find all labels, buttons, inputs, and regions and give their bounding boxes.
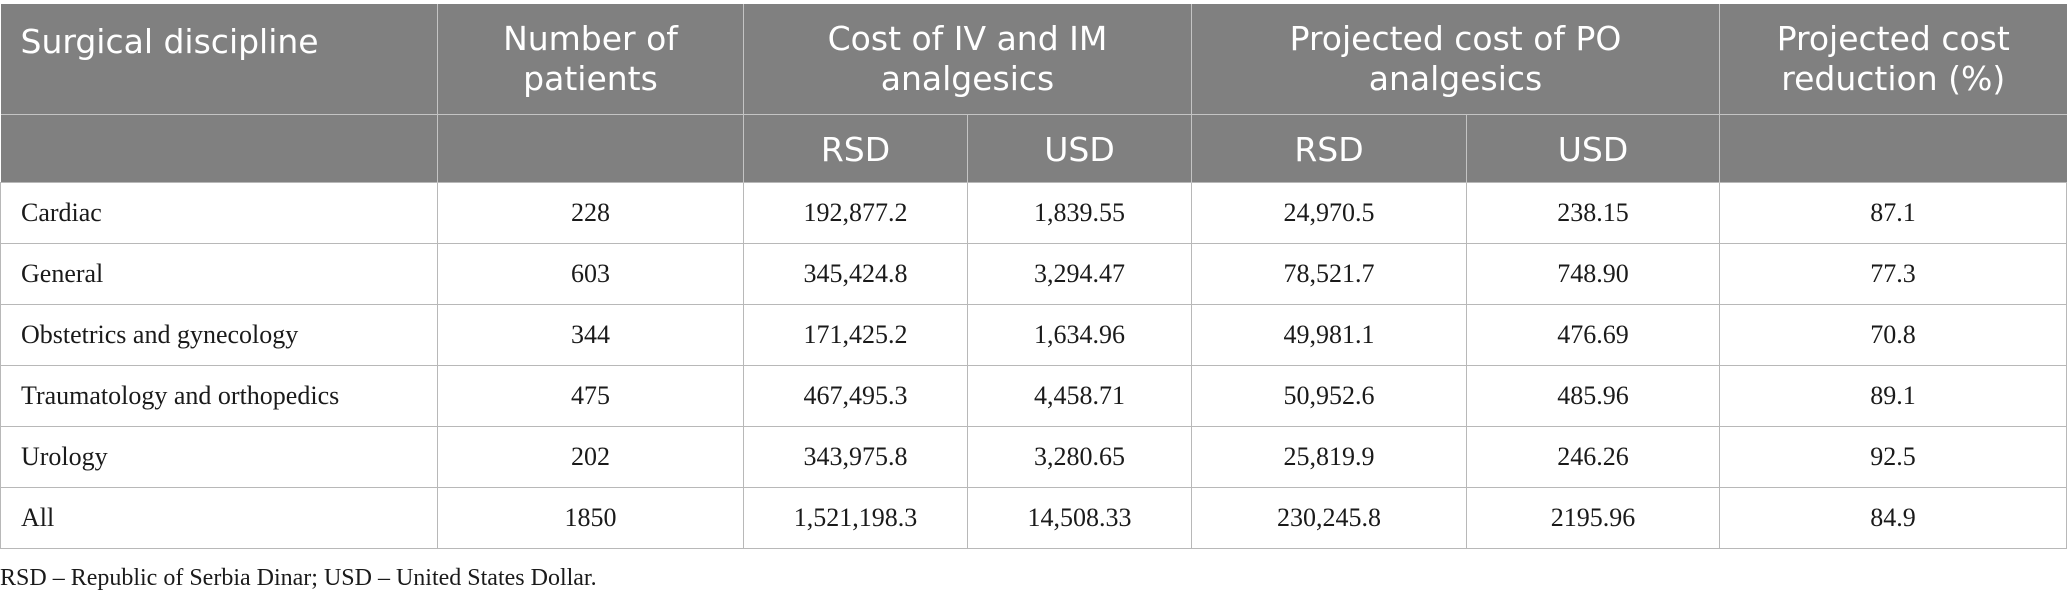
header-row: Surgical discipline Number of patients C… — [0, 4, 2067, 114]
table-footnote: RSD – Republic of Serbia Dinar; USD – Un… — [0, 565, 597, 591]
cell-patients: 228 — [437, 181, 744, 244]
cell-reduction: 89.1 — [1719, 364, 2067, 427]
cell-patients: 344 — [437, 303, 744, 366]
cell-patients: 603 — [437, 242, 744, 305]
cell-reduction: 70.8 — [1719, 303, 2067, 366]
cost-table: Surgical discipline Number of patients C… — [0, 4, 2067, 549]
subheader-iv-rsd: RSD — [743, 113, 968, 182]
subheader-row: RSD USD RSD USD — [0, 113, 2067, 182]
header-number-of-patients: Number of patients — [437, 4, 744, 114]
cell-iv-rsd: 345,424.8 — [743, 242, 968, 305]
subheader-empty — [437, 113, 744, 182]
cell-po-usd: 476.69 — [1466, 303, 1721, 366]
cell-po-rsd: 24,970.5 — [1191, 181, 1468, 244]
table-row: Urology 202 343,975.8 3,280.65 25,819.9 246.2… — [0, 425, 2067, 488]
table-row: Traumatology and orthopedics 475 467,495.3… — [0, 364, 2067, 427]
cell-iv-usd: 1,839.55 — [966, 181, 1193, 244]
cell-iv-usd: 3,280.65 — [966, 425, 1193, 488]
subheader-empty — [0, 113, 438, 182]
cell-iv-usd: 1,634.96 — [966, 303, 1193, 366]
table-body: Cardiac 228 192,877.2 1,839.55 24,970.5 238.1… — [0, 181, 2067, 549]
cell-po-usd: 748.90 — [1466, 242, 1721, 305]
cell-iv-usd: 3,294.47 — [966, 242, 1193, 305]
subheader-empty — [1719, 113, 2067, 182]
cell-iv-rsd: 467,495.3 — [743, 364, 968, 427]
cell-discipline: Obstetrics and gynecology — [0, 303, 438, 366]
cell-po-usd: 2195.96 — [1466, 486, 1721, 549]
cell-discipline: Traumatology and orthopedics — [0, 364, 438, 427]
header-surgical-discipline: Surgical discipline — [0, 4, 438, 114]
subheader-po-usd: USD — [1466, 113, 1720, 182]
cell-reduction: 84.9 — [1719, 486, 2067, 549]
table-row: General 603 345,424.8 3,294.47 78,521.7 748.9… — [0, 242, 2067, 305]
cell-po-usd: 238.15 — [1466, 181, 1721, 244]
cell-iv-rsd: 343,975.8 — [743, 425, 968, 488]
cell-patients: 1850 — [437, 486, 744, 549]
cell-po-rsd: 50,952.6 — [1191, 364, 1468, 427]
cell-po-usd: 246.26 — [1466, 425, 1721, 488]
cell-patients: 475 — [437, 364, 744, 427]
cell-iv-rsd: 1,521,198.3 — [743, 486, 968, 549]
subheader-iv-usd: USD — [966, 113, 1192, 182]
cell-discipline: All — [0, 486, 438, 549]
cell-po-rsd: 230,245.8 — [1191, 486, 1468, 549]
cell-patients: 202 — [437, 425, 744, 488]
cell-po-rsd: 25,819.9 — [1191, 425, 1468, 488]
subheader-po-rsd: RSD — [1191, 113, 1467, 182]
cell-po-usd: 485.96 — [1466, 364, 1721, 427]
cell-iv-rsd: 192,877.2 — [743, 181, 968, 244]
cell-discipline: Urology — [0, 425, 438, 488]
cell-reduction: 87.1 — [1719, 181, 2067, 244]
table-row: Cardiac 228 192,877.2 1,839.55 24,970.5 238.1… — [0, 181, 2067, 244]
cell-iv-rsd: 171,425.2 — [743, 303, 968, 366]
header-iv-im-cost: Cost of IV and IM analgesics — [742, 4, 1192, 114]
cell-iv-usd: 14,508.33 — [966, 486, 1193, 549]
header-po-cost: Projected cost of PO analgesics — [1191, 4, 1720, 114]
table-row: Obstetrics and gynecology 344 171,425.2 1,6… — [0, 303, 2067, 366]
cell-discipline: Cardiac — [0, 181, 438, 244]
cell-reduction: 77.3 — [1719, 242, 2067, 305]
table-row: All 1850 1,521,198.3 14,508.33 230,245.8 2195… — [0, 486, 2067, 549]
cell-reduction: 92.5 — [1719, 425, 2067, 488]
cell-iv-usd: 4,458.71 — [966, 364, 1193, 427]
cell-discipline: General — [0, 242, 438, 305]
cell-po-rsd: 49,981.1 — [1191, 303, 1468, 366]
header-cost-reduction: Projected cost reduction (%) — [1719, 4, 2067, 114]
cell-po-rsd: 78,521.7 — [1191, 242, 1468, 305]
